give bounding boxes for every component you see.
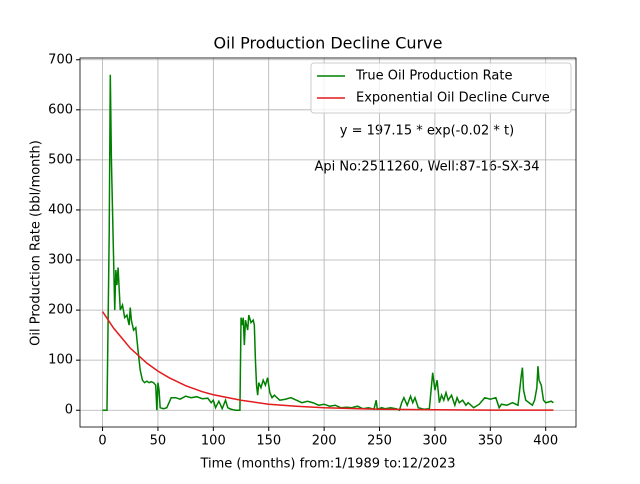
y-axis-label: Oil Production Rate (bbl/month) — [29, 140, 44, 346]
x-tick-label: 250 — [367, 434, 392, 449]
legend-label: True Oil Production Rate — [355, 69, 512, 84]
x-tick-label: 100 — [201, 434, 226, 449]
legend: True Oil Production Rate Exponential Oil … — [310, 62, 572, 114]
x-axis-label: Time (months) from:1/1989 to:12/2023 — [199, 457, 455, 472]
legend-label: Exponential Oil Decline Curve — [356, 91, 550, 106]
x-tick-label: 300 — [422, 434, 447, 449]
y-tick-label: 200 — [48, 303, 73, 318]
y-tick-label: 600 — [48, 102, 73, 117]
chart-title: Oil Production Decline Curve — [214, 34, 443, 53]
x-tick-label: 350 — [478, 434, 503, 449]
annotation: Api No:2511260, Well:87-16-SX-34 — [314, 160, 539, 175]
x-tick-label: 50 — [150, 434, 167, 449]
y-tick-label: 0 — [65, 403, 73, 418]
annotation: y = 197.15 * exp(-0.02 * t) — [340, 124, 514, 139]
y-tick-label: 100 — [48, 353, 73, 368]
x-tick-label: 0 — [98, 434, 106, 449]
y-tick-label: 400 — [48, 202, 73, 217]
plot-frame — [79, 57, 577, 428]
x-tick-label: 200 — [312, 434, 337, 449]
data-line — [101, 311, 554, 411]
x-tick-label: 400 — [533, 434, 558, 449]
legend-box — [310, 62, 572, 114]
data-line — [102, 74, 554, 412]
y-tick-label: 700 — [48, 52, 73, 67]
y-tick-label: 500 — [48, 152, 73, 167]
y-tick-label: 300 — [48, 253, 73, 268]
x-tick-label: 150 — [256, 434, 281, 449]
